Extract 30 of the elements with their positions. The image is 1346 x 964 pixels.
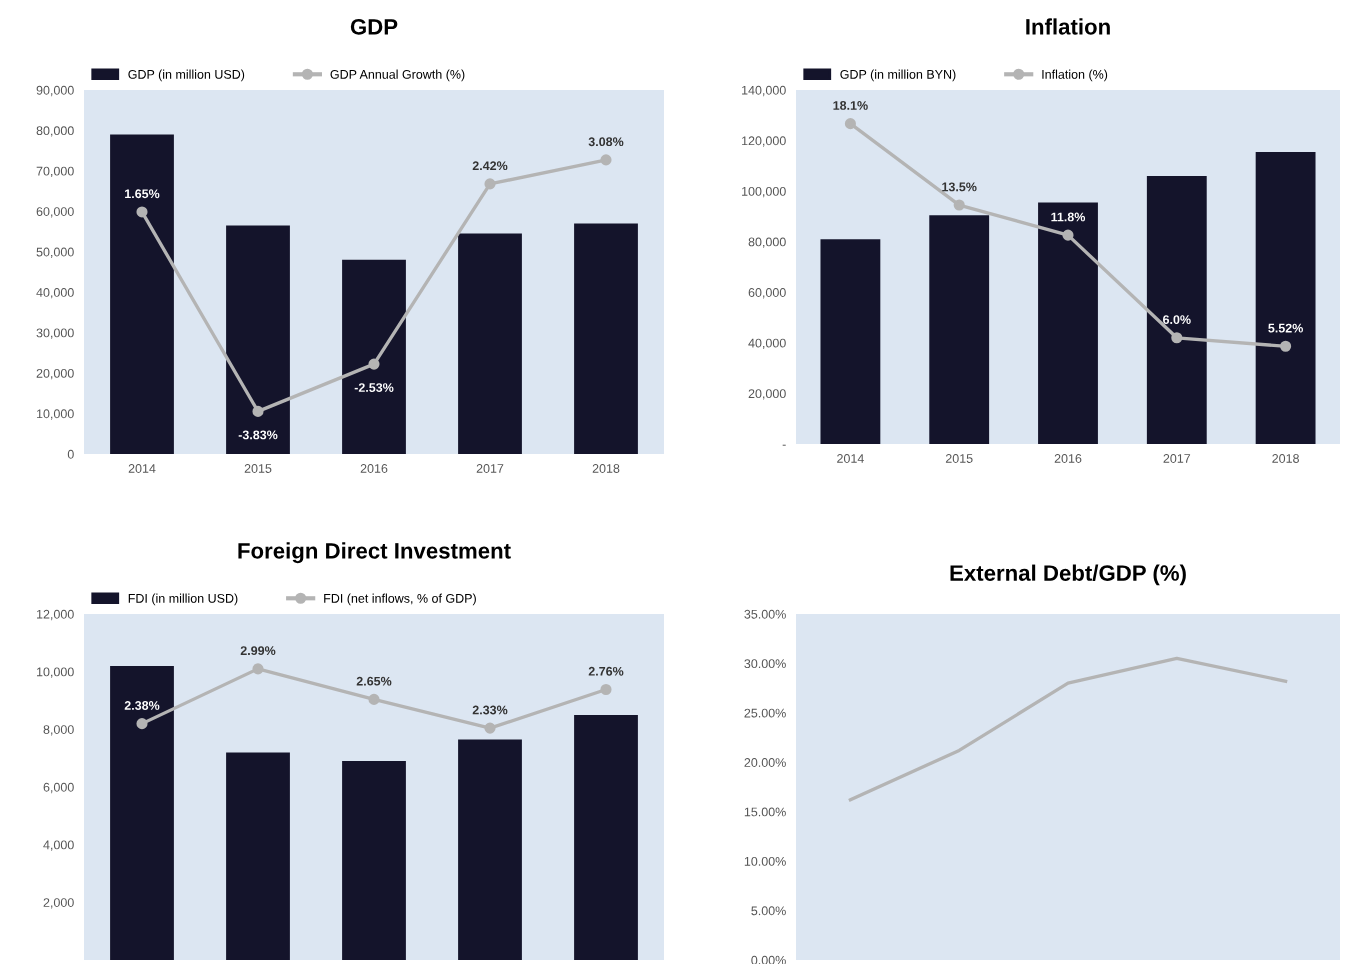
- point: [136, 718, 148, 730]
- point: [368, 693, 380, 705]
- chart-title: GDP: [350, 18, 398, 35]
- bar: [574, 714, 638, 960]
- bar: [226, 225, 290, 454]
- bar: [574, 223, 638, 454]
- point: [484, 722, 496, 734]
- point: [368, 358, 380, 370]
- point: [1171, 332, 1183, 344]
- point: [136, 206, 148, 218]
- point: [600, 154, 612, 166]
- chart-title: Foreign Direct Investment: [238, 542, 511, 564]
- point: [953, 199, 965, 211]
- bar: [458, 233, 522, 454]
- point: [484, 178, 496, 190]
- bar: [110, 665, 174, 960]
- point: [1062, 229, 1074, 241]
- line-series: [848, 656, 1288, 802]
- point: [1280, 340, 1292, 352]
- bar: [110, 134, 174, 454]
- point: [252, 663, 264, 675]
- bar: [458, 739, 522, 960]
- bar: [342, 259, 406, 454]
- point: [600, 683, 612, 696]
- point: [844, 118, 856, 130]
- point: [252, 405, 264, 417]
- bar: [342, 761, 406, 960]
- bar: [226, 752, 290, 960]
- chart-title: External Debt/GDP (%): [950, 564, 1186, 586]
- chart-title: Inflation: [1026, 18, 1110, 35]
